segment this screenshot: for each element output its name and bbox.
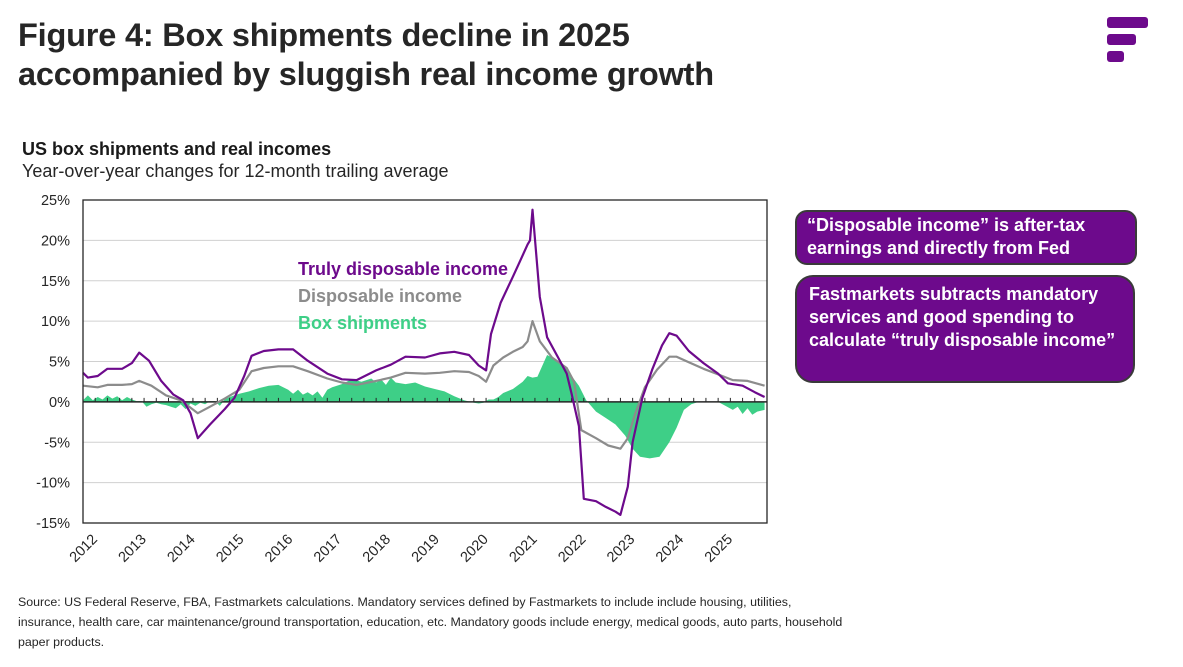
y-axis-ticks: 25% 20% 15% 10% 5% 0% -5% -10% -15% <box>36 193 70 532</box>
x-tick-label: 2019 <box>409 532 443 566</box>
y-tick-label: -15% <box>36 516 70 532</box>
y-tick-label: 15% <box>41 274 70 290</box>
y-tick-label: -5% <box>44 435 70 451</box>
zero-axis <box>82 397 768 403</box>
y-tick-label: 25% <box>41 193 70 209</box>
x-tick-label: 2024 <box>653 532 687 566</box>
plot-border <box>82 199 768 524</box>
y-tick-label: 0% <box>49 395 70 411</box>
x-tick-label: 2022 <box>555 532 589 566</box>
figure-title-line-2: accompanied by sluggish real income grow… <box>18 56 714 92</box>
x-tick-label: 2012 <box>67 532 101 566</box>
legend-truly-disposable-income: Truly disposable income <box>298 259 508 279</box>
gridlines <box>83 239 767 484</box>
figure-title-line-1: Figure 4: Box shipments decline in 2025 <box>18 17 630 53</box>
x-tick-label: 2013 <box>116 532 150 566</box>
x-tick-label: 2017 <box>311 532 345 566</box>
chart: 25% 20% 15% 10% 5% 0% -5% -10% -15% 2012 2013 2014… <box>36 193 768 566</box>
fastmarkets-logo-icon <box>1107 17 1149 63</box>
x-tick-label: 2023 <box>604 532 638 566</box>
x-tick-label: 2015 <box>213 532 247 566</box>
box-shipments-area <box>83 355 765 459</box>
x-tick-label: 2016 <box>262 532 296 566</box>
legend-disposable-income: Disposable income <box>298 286 462 306</box>
chart-title: US box shipments and real incomes <box>22 139 332 159</box>
y-tick-label: 5% <box>49 355 70 371</box>
chart-subtitle: Year-over-year changes for 12-month trai… <box>22 161 449 181</box>
plot-frame <box>82 199 768 524</box>
source-note: Source: US Federal Reserve, FBA, Fastmar… <box>18 595 843 649</box>
legend: Truly disposable income Disposable incom… <box>298 259 508 333</box>
y-tick-label: -10% <box>36 476 70 492</box>
x-tick-label: 2020 <box>458 532 492 566</box>
truly-disposable-income-line <box>82 208 766 517</box>
y-tick-label: 10% <box>41 314 70 330</box>
legend-box-shipments: Box shipments <box>298 313 427 333</box>
y-tick-label: 20% <box>41 233 70 249</box>
callout-truly-disposable-income: Fastmarkets subtracts mandatory services… <box>795 275 1135 383</box>
x-tick-label: 2021 <box>506 532 540 566</box>
figure-title: Figure 4: Box shipments decline in 2025 … <box>18 16 714 94</box>
x-tick-label: 2018 <box>360 532 394 566</box>
box-shipments-area-layer <box>83 355 765 459</box>
x-axis-ticks: 2012 2013 2014 2015 2016 2017 2018 2019 2020 2021… <box>67 532 736 566</box>
x-tick-label: 2025 <box>702 532 736 566</box>
line-layer <box>82 208 766 517</box>
disposable-income-line <box>82 320 765 450</box>
x-tick-label: 2014 <box>164 532 198 566</box>
callout-disposable-income: “Disposable income” is after-tax earning… <box>795 210 1137 265</box>
